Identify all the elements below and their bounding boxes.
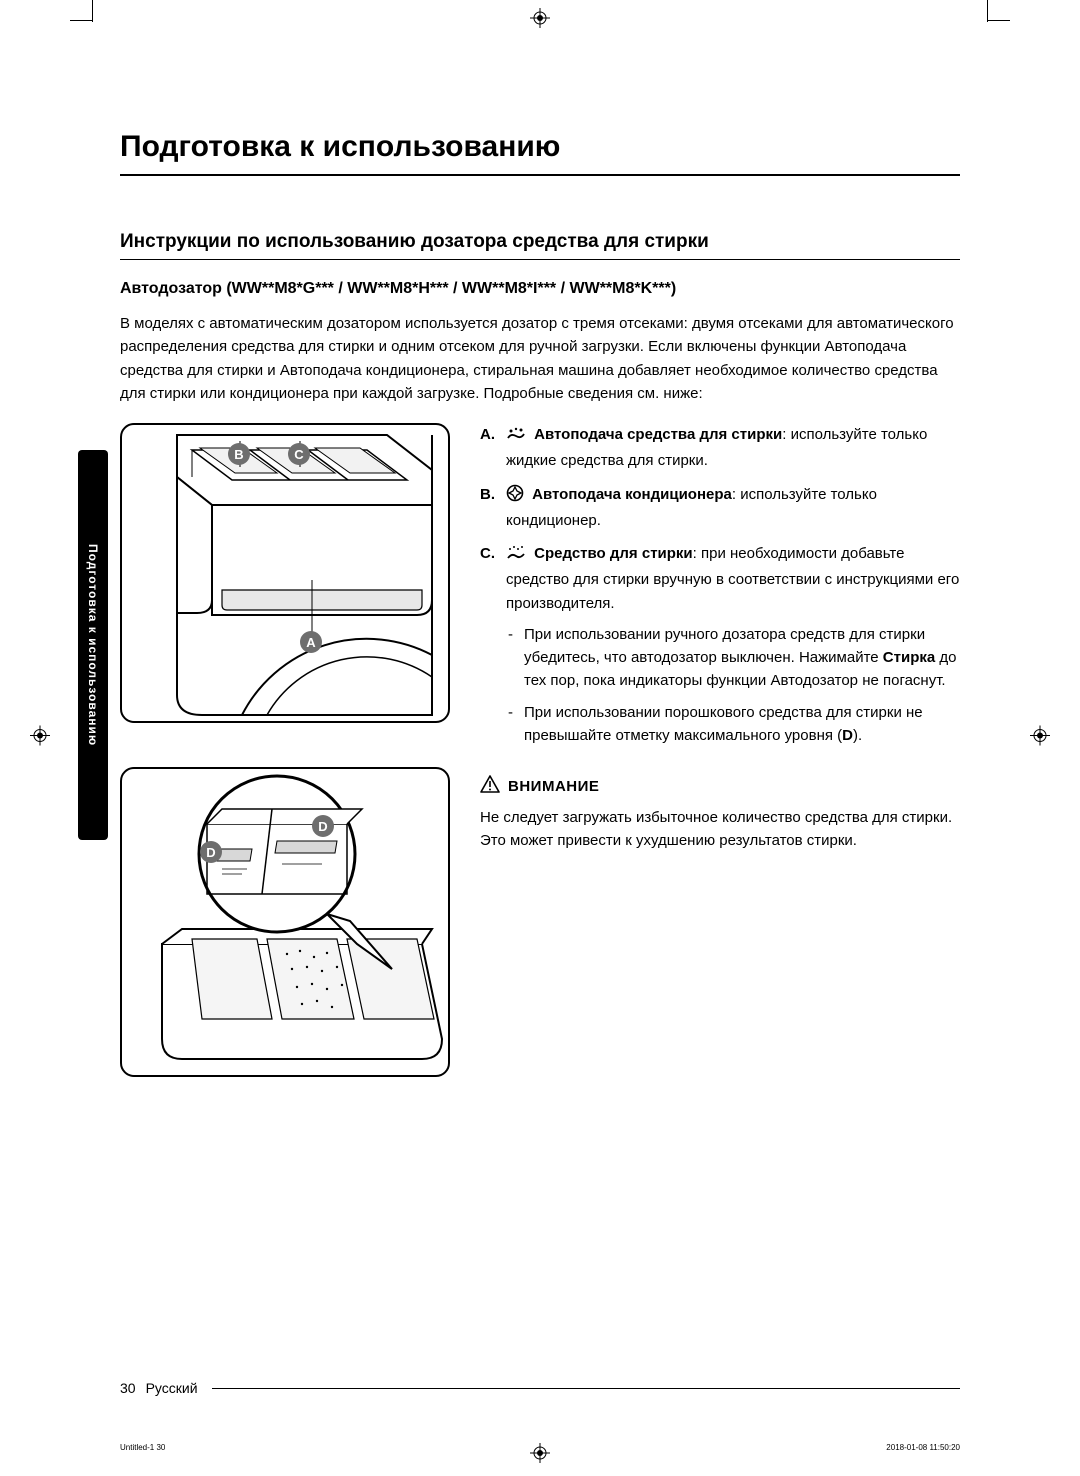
detergent-icon (506, 426, 526, 449)
intro-paragraph: В моделях с автоматическим дозатором исп… (120, 312, 960, 405)
caution-heading: ВНИМАНИЕ (480, 775, 960, 798)
crop-mark (70, 20, 92, 21)
callout-c: C (288, 443, 310, 465)
max-level-illustration (122, 769, 452, 1079)
callout-b: B (228, 443, 250, 465)
page-content: Подготовка к использованию Инструкции по… (120, 130, 960, 1077)
footer-rule (212, 1388, 960, 1389)
manual-detergent-icon (506, 545, 526, 568)
sublist-item-1: При использовании ручного дозатора средс… (506, 623, 960, 693)
dispenser-illustration (122, 425, 452, 725)
sublist-c: При использовании ручного дозатора средс… (506, 623, 960, 747)
caution-icon (480, 775, 500, 798)
caution-text: Не следует загружать избыточное количест… (480, 806, 960, 853)
registration-mark-icon (30, 726, 50, 751)
registration-mark-icon (530, 8, 550, 33)
list-item-b: B. Автоподача кондиционера: используйте … (480, 483, 960, 533)
softener-icon (506, 484, 524, 509)
list-item-c: C. Средство для стирки: при необходимост… (480, 542, 960, 755)
marker-b: B. (480, 483, 506, 533)
marker-a: A. (480, 423, 506, 473)
definition-list: A. Автоподача средства для стирки: испол… (480, 423, 960, 755)
side-tab-label: Подготовка к использованию (86, 544, 100, 746)
item-a-strong: Автоподача средства для стирки (534, 426, 782, 443)
page-number: 30 (120, 1380, 136, 1396)
figure-dispenser-drawer: B C A (120, 423, 450, 723)
marker-c: C. (480, 542, 506, 755)
registration-mark-icon (530, 1443, 550, 1468)
crop-mark (92, 0, 93, 22)
crop-mark (987, 0, 988, 22)
caution-label: ВНИМАНИЕ (508, 778, 599, 795)
item-b-strong: Автоподача кондиционера (532, 486, 732, 503)
list-item-a: A. Автоподача средства для стирки: испол… (480, 423, 960, 473)
callout-d1: D (200, 841, 222, 863)
print-footer-left: Untitled-1 30 (120, 1443, 165, 1452)
subsection-heading: Автодозатор (WW**M8*G*** / WW**M8*H*** /… (120, 280, 960, 298)
figure-max-level: D D (120, 767, 450, 1077)
page-title: Подготовка к использованию (120, 130, 960, 176)
footer-language: Русский (146, 1380, 198, 1396)
registration-mark-icon (1030, 726, 1050, 751)
section-heading: Инструкции по использованию дозатора сре… (120, 231, 960, 260)
print-footer-right: 2018-01-08 11:50:20 (886, 1443, 960, 1452)
crop-mark (988, 20, 1010, 21)
callout-a: A (300, 631, 322, 653)
item-c-strong: Средство для стирки (534, 545, 692, 562)
sublist-item-2: При использовании порошкового средства д… (506, 701, 960, 748)
page-footer: 30 Русский (120, 1380, 960, 1396)
callout-d2: D (312, 815, 334, 837)
side-tab: Подготовка к использованию (78, 450, 108, 840)
